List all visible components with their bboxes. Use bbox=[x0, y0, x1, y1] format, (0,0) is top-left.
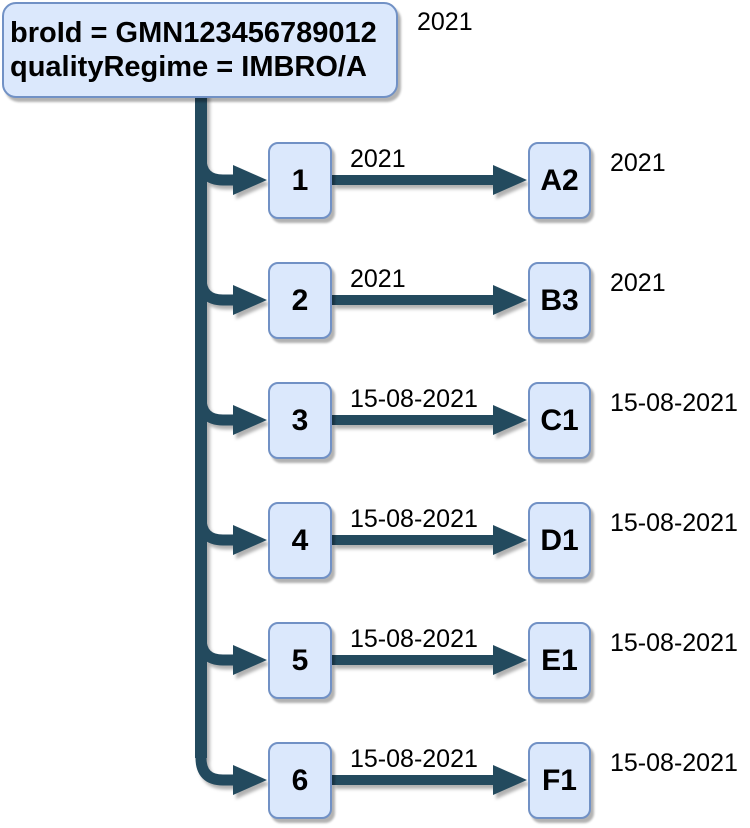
branch-arrowhead bbox=[233, 405, 267, 435]
target-node[interactable]: D1 bbox=[528, 502, 591, 579]
root-node[interactable]: broId = GMN123456789012 qualityRegime = … bbox=[2, 2, 398, 98]
root-node-line2: qualityRegime = IMBRO/A bbox=[10, 51, 367, 83]
target-node[interactable]: A2 bbox=[528, 142, 591, 219]
edge-arrowhead bbox=[493, 645, 527, 675]
branch-arrowhead bbox=[233, 765, 267, 795]
source-node-label: 1 bbox=[291, 163, 309, 197]
source-node[interactable]: 1 bbox=[268, 142, 332, 219]
source-node-label: 5 bbox=[291, 643, 309, 677]
root-node-line1: broId = GMN123456789012 bbox=[10, 17, 377, 49]
branch-connector bbox=[195, 608, 234, 666]
diagram-row: 5 15-08-2021 E1 15-08-2021 bbox=[0, 622, 750, 699]
source-node-label: 4 bbox=[291, 523, 309, 557]
edge-date-label: 15-08-2021 bbox=[350, 625, 478, 653]
source-node[interactable]: 2 bbox=[268, 262, 332, 339]
target-date-label: 15-08-2021 bbox=[610, 389, 738, 417]
edge-arrowhead bbox=[493, 165, 527, 195]
branch-arrowhead bbox=[233, 285, 267, 315]
diagram-row: 1 2021 A2 2021 bbox=[0, 142, 750, 219]
target-node[interactable]: B3 bbox=[528, 262, 591, 339]
source-node[interactable]: 3 bbox=[268, 382, 332, 459]
target-node[interactable]: E1 bbox=[528, 622, 591, 699]
target-date-label: 2021 bbox=[610, 149, 666, 177]
diagram-row: 6 15-08-2021 F1 15-08-2021 bbox=[0, 742, 750, 819]
target-date-label: 15-08-2021 bbox=[610, 509, 738, 537]
branch-connector bbox=[195, 488, 234, 546]
target-node-label: A2 bbox=[540, 163, 579, 197]
diagram-row: 2 2021 B3 2021 bbox=[0, 262, 750, 339]
edge-date-label: 15-08-2021 bbox=[350, 385, 478, 413]
target-node-label: B3 bbox=[540, 283, 579, 317]
source-node-label: 6 bbox=[291, 763, 309, 797]
target-date-label: 2021 bbox=[610, 269, 666, 297]
source-node[interactable]: 4 bbox=[268, 502, 332, 579]
target-date-label: 15-08-2021 bbox=[610, 629, 738, 657]
target-node-label: E1 bbox=[541, 643, 578, 677]
target-node-label: D1 bbox=[540, 523, 579, 557]
source-node[interactable]: 5 bbox=[268, 622, 332, 699]
edge-arrowhead bbox=[493, 285, 527, 315]
branch-connector bbox=[195, 368, 234, 426]
branch-arrowhead bbox=[233, 645, 267, 675]
branch-connector bbox=[195, 728, 234, 786]
branch-arrowhead bbox=[233, 165, 267, 195]
branch-arrowhead bbox=[233, 525, 267, 555]
source-node-label: 2 bbox=[291, 283, 309, 317]
target-node-label: F1 bbox=[541, 763, 577, 797]
edge-arrowhead bbox=[493, 405, 527, 435]
edge-date-label: 15-08-2021 bbox=[350, 505, 478, 533]
root-year-label: 2021 bbox=[417, 8, 473, 36]
source-node-label: 3 bbox=[291, 403, 309, 437]
edge-arrowhead bbox=[493, 525, 527, 555]
branch-connector bbox=[195, 128, 234, 186]
target-node[interactable]: C1 bbox=[528, 382, 591, 459]
edge-arrowhead bbox=[493, 765, 527, 795]
diagram-row: 3 15-08-2021 C1 15-08-2021 bbox=[0, 382, 750, 459]
target-node-label: C1 bbox=[540, 403, 579, 437]
target-date-label: 15-08-2021 bbox=[610, 749, 738, 777]
edge-date-label: 2021 bbox=[350, 265, 406, 293]
branch-connector bbox=[195, 248, 234, 306]
edge-date-label: 2021 bbox=[350, 145, 406, 173]
target-node[interactable]: F1 bbox=[528, 742, 591, 819]
diagram-row: 4 15-08-2021 D1 15-08-2021 bbox=[0, 502, 750, 579]
source-node[interactable]: 6 bbox=[268, 742, 332, 819]
edge-date-label: 15-08-2021 bbox=[350, 745, 478, 773]
